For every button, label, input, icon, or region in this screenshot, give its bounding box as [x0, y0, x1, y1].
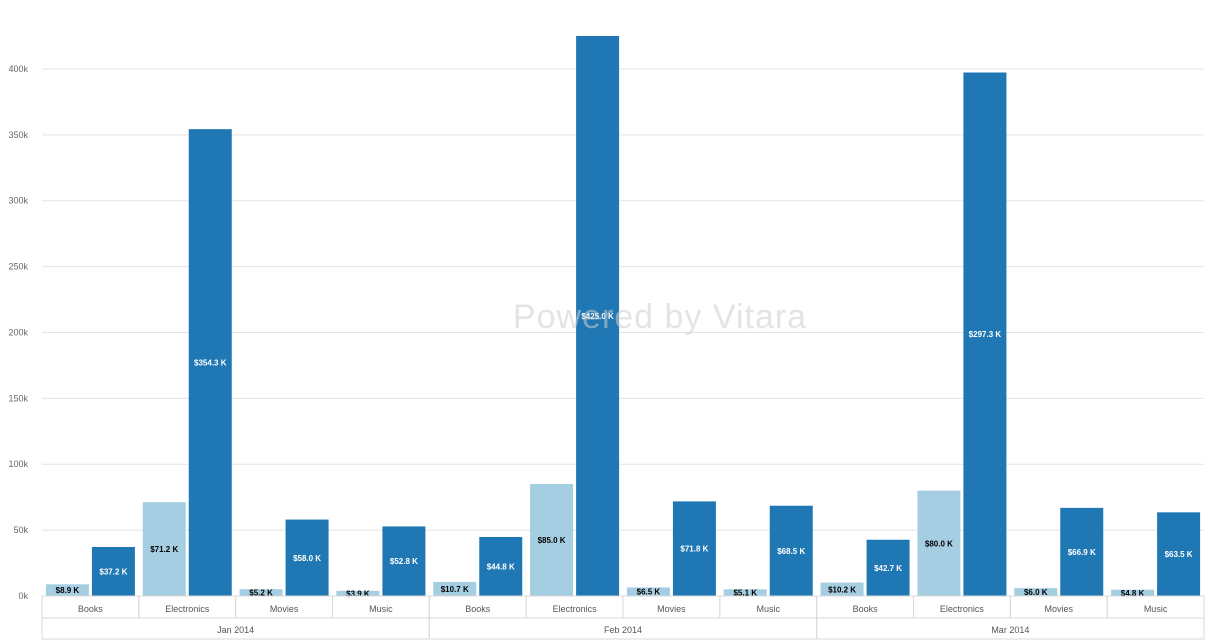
y-tick-label: 350k: [8, 130, 28, 140]
data-label: $68.5 K: [777, 547, 805, 556]
bars: [45, 36, 1201, 596]
bar[interactable]: [626, 587, 670, 596]
data-label: $10.7 K: [441, 585, 469, 594]
category-label: Movies: [1044, 604, 1073, 614]
bar[interactable]: [1060, 507, 1104, 596]
data-label: $6.5 K: [637, 588, 661, 597]
y-tick-label: 200k: [8, 327, 28, 337]
data-label: $425.0 K: [581, 312, 614, 321]
category-label: Music: [756, 604, 780, 614]
data-label: $10.2 K: [828, 585, 856, 594]
category-label: Books: [853, 604, 879, 614]
y-axis: 0k 50k 100k 150k 200k 250k 300k 350k 400k: [8, 64, 28, 601]
bar[interactable]: [285, 519, 329, 596]
bar[interactable]: [866, 539, 910, 596]
data-label: $297.3 K: [969, 330, 1002, 339]
data-label: $58.0 K: [293, 554, 321, 563]
bar[interactable]: [91, 546, 135, 596]
data-labels: $8.9 K $37.2 K $71.2 K $354.3 K $5.2 K $58.0 …: [56, 312, 1193, 598]
bar[interactable]: [433, 581, 477, 596]
data-label: $354.3 K: [194, 359, 227, 368]
bar[interactable]: [336, 590, 380, 596]
x-axis: Books Electronics Movies Music Jan 2014 Books…: [41, 595, 1205, 640]
data-label: $5.2 K: [249, 589, 273, 598]
data-label: $5.1 K: [733, 589, 757, 598]
bar[interactable]: [1111, 589, 1155, 596]
gridlines: [42, 68, 1204, 597]
category-label: Movies: [270, 604, 299, 614]
bar[interactable]: [820, 582, 864, 596]
category-label: Music: [1144, 604, 1168, 614]
y-tick-label: 300k: [8, 196, 28, 206]
data-label: $52.8 K: [390, 557, 418, 566]
month-label: Feb 2014: [604, 625, 642, 635]
watermark: Powered by Vitara: [513, 298, 807, 336]
bar[interactable]: [1014, 588, 1058, 596]
month-label: Jan 2014: [217, 625, 254, 635]
y-tick-label: 400k: [8, 64, 28, 74]
category-label: Electronics: [553, 604, 598, 614]
bar[interactable]: [188, 129, 232, 596]
month-cell: [816, 617, 1205, 640]
data-label: $37.2 K: [99, 567, 127, 576]
bar[interactable]: [239, 589, 283, 596]
y-tick-label: 50k: [13, 525, 28, 535]
y-tick-label: 250k: [8, 262, 28, 272]
bar[interactable]: [576, 36, 620, 596]
bar[interactable]: [917, 490, 961, 596]
data-label: $6.0 K: [1024, 588, 1048, 597]
y-tick-label: 0k: [18, 591, 28, 601]
y-tick-label: 150k: [8, 393, 28, 403]
month-label: Mar 2014: [991, 625, 1029, 635]
data-label: $3.9 K: [346, 589, 370, 598]
data-label: $44.8 K: [487, 562, 515, 571]
bar[interactable]: [672, 501, 716, 596]
bar[interactable]: [723, 589, 767, 596]
bar[interactable]: [382, 526, 426, 596]
bar[interactable]: [479, 536, 523, 596]
data-label: $71.8 K: [680, 545, 708, 554]
data-label: $85.0 K: [538, 536, 566, 545]
data-label: $4.8 K: [1121, 589, 1145, 598]
category-label: Music: [369, 604, 393, 614]
category-label: Books: [78, 604, 104, 614]
bar[interactable]: [530, 484, 574, 596]
bar[interactable]: [963, 72, 1007, 596]
category-label: Electronics: [940, 604, 985, 614]
bar[interactable]: [45, 584, 89, 596]
category-label: Movies: [657, 604, 686, 614]
bar[interactable]: [142, 502, 186, 596]
category-label: Books: [465, 604, 491, 614]
data-label: $71.2 K: [150, 545, 178, 554]
data-label: $80.0 K: [925, 539, 953, 548]
bar[interactable]: [769, 505, 813, 596]
data-label: $42.7 K: [874, 564, 902, 573]
bar[interactable]: [1157, 512, 1201, 596]
data-label: $63.5 K: [1165, 550, 1193, 559]
y-tick-label: 100k: [8, 459, 28, 469]
data-label: $8.9 K: [56, 586, 80, 595]
data-label: $66.9 K: [1068, 548, 1096, 557]
category-label: Electronics: [165, 604, 210, 614]
